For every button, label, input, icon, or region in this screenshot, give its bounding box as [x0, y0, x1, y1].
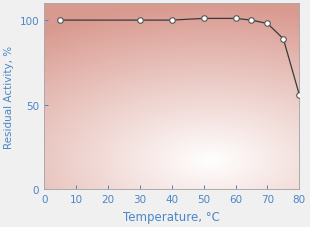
X-axis label: Temperature, °C: Temperature, °C: [123, 210, 220, 223]
Y-axis label: Residual Activity, %: Residual Activity, %: [4, 46, 14, 148]
